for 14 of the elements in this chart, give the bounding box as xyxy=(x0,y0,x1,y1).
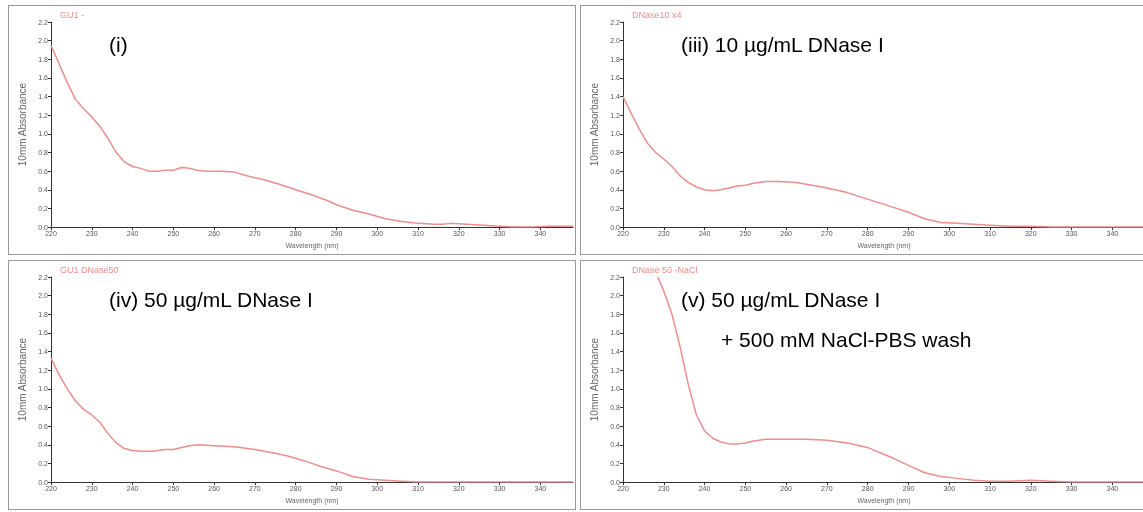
line-series xyxy=(656,276,1143,483)
text: GU1 - xyxy=(60,10,85,20)
annotation: (i) xyxy=(109,33,128,56)
text: DNase10 x4 xyxy=(632,10,682,20)
series-label: DNase 50 -NaCl xyxy=(632,265,698,275)
y-axis-title: 10mm Absorbance xyxy=(588,82,600,167)
text: GU1 DNase50 xyxy=(60,265,119,275)
annotation: (iii) 10 µg/mL DNase I xyxy=(681,33,884,56)
annotation: (v) 50 µg/mL DNase I xyxy=(681,288,881,311)
y-axis-title: 10mm Absorbance xyxy=(588,337,600,422)
annotation: (iv) 50 µg/mL DNase I xyxy=(109,288,313,311)
y-axis-title: 10mm Absorbance xyxy=(16,337,28,422)
annotation: + 500 mM NaCl-PBS wash xyxy=(721,328,972,351)
y-axis-title: 10mm Absorbance xyxy=(16,82,28,167)
